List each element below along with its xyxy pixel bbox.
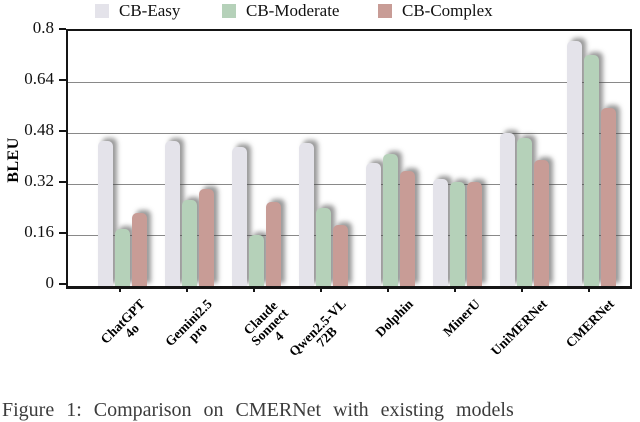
legend-label: CB-Easy bbox=[119, 1, 181, 20]
y-tick-mark bbox=[59, 232, 66, 234]
legend-swatch-icon bbox=[95, 4, 109, 18]
y-tick-label: 0.32 bbox=[24, 171, 54, 190]
bar-cb-easy-gemini2.5-pro bbox=[164, 140, 180, 286]
legend-swatch-icon bbox=[378, 4, 392, 18]
bar-cb-complex-unimernet bbox=[533, 160, 549, 286]
bar-cb-moderate-mineru bbox=[449, 182, 465, 286]
y-tick-mark bbox=[59, 130, 66, 132]
x-tick-label: MinerU bbox=[439, 296, 483, 340]
bar-cb-moderate-gemini2.5-pro bbox=[181, 199, 197, 286]
x-tick-label: Dolphin bbox=[372, 296, 416, 340]
legend-item-cb-complex: CB-Complex bbox=[378, 0, 493, 22]
y-tick-mark bbox=[59, 79, 66, 81]
bar-cb-moderate-chatgpt-4o bbox=[114, 228, 130, 286]
bar-cb-moderate-cmernet bbox=[583, 54, 599, 286]
x-tick-label: Qwen2.5-VL 72B bbox=[286, 296, 349, 360]
bar-cb-complex-mineru bbox=[466, 182, 482, 286]
bar-cb-easy-claude-sonnect-4 bbox=[231, 147, 247, 286]
x-tick-mark bbox=[521, 287, 523, 292]
bar-cb-complex-gemini2.5-pro bbox=[198, 188, 214, 286]
y-tick-mark bbox=[59, 283, 66, 285]
bar-cb-easy-chatgpt-4o bbox=[97, 140, 113, 286]
legend-label: CB-Moderate bbox=[246, 1, 340, 20]
bar-cb-easy-mineru bbox=[432, 179, 448, 286]
bar-cb-moderate-unimernet bbox=[516, 137, 532, 286]
bar-cb-moderate-qwen2.5-vl-72b bbox=[315, 207, 331, 286]
y-tick-label: 0.8 bbox=[32, 18, 54, 37]
bar-cb-complex-dolphin bbox=[399, 171, 415, 286]
x-tick-mark bbox=[186, 287, 188, 292]
bar-cb-easy-qwen2.5-vl-72b bbox=[298, 142, 314, 286]
bar-cb-easy-cmernet bbox=[566, 40, 582, 286]
x-tick-mark bbox=[387, 287, 389, 292]
bar-cb-complex-claude-sonnect-4 bbox=[265, 201, 281, 286]
legend-item-cb-easy: CB-Easy bbox=[95, 0, 180, 22]
chart-legend: CB-Easy CB-Moderate CB-Complex bbox=[0, 0, 640, 22]
bar-cb-complex-qwen2.5-vl-72b bbox=[332, 225, 348, 286]
y-tick-mark bbox=[59, 28, 66, 30]
y-tick-label: 0.64 bbox=[24, 69, 54, 88]
legend-item-cb-moderate: CB-Moderate bbox=[222, 0, 339, 22]
figure-caption: Figure 1: Comparison on CMERNet with exi… bbox=[2, 399, 514, 421]
bar-cb-easy-dolphin bbox=[365, 163, 381, 286]
x-tick-mark bbox=[253, 287, 255, 292]
x-tick-label: CMERNet bbox=[562, 296, 617, 351]
x-tick-label: UniMERNet bbox=[487, 296, 550, 359]
bar-cb-moderate-dolphin bbox=[382, 153, 398, 286]
gridline bbox=[68, 183, 630, 185]
gridline bbox=[68, 132, 630, 134]
y-tick-label: 0 bbox=[45, 273, 55, 292]
gridline bbox=[68, 234, 630, 236]
x-tick-mark bbox=[320, 287, 322, 292]
plot-area bbox=[66, 29, 632, 289]
y-tick-label: 0.48 bbox=[24, 120, 54, 139]
x-tick-mark bbox=[454, 287, 456, 292]
y-tick-mark bbox=[59, 181, 66, 183]
gridline bbox=[68, 81, 630, 83]
x-tick-label: Gemini2.5 pro bbox=[162, 296, 215, 350]
x-tick-label: ChatGPT 4o bbox=[97, 296, 148, 347]
legend-swatch-icon bbox=[222, 4, 236, 18]
legend-label: CB-Complex bbox=[402, 1, 493, 20]
bar-cb-complex-chatgpt-4o bbox=[131, 212, 147, 286]
x-tick-mark bbox=[588, 287, 590, 292]
y-tick-label: 0.16 bbox=[24, 222, 54, 241]
bar-cb-moderate-claude-sonnect-4 bbox=[248, 235, 264, 286]
x-tick-mark bbox=[119, 287, 121, 292]
bar-cb-complex-cmernet bbox=[600, 107, 616, 286]
bar-cb-easy-unimernet bbox=[499, 133, 515, 286]
